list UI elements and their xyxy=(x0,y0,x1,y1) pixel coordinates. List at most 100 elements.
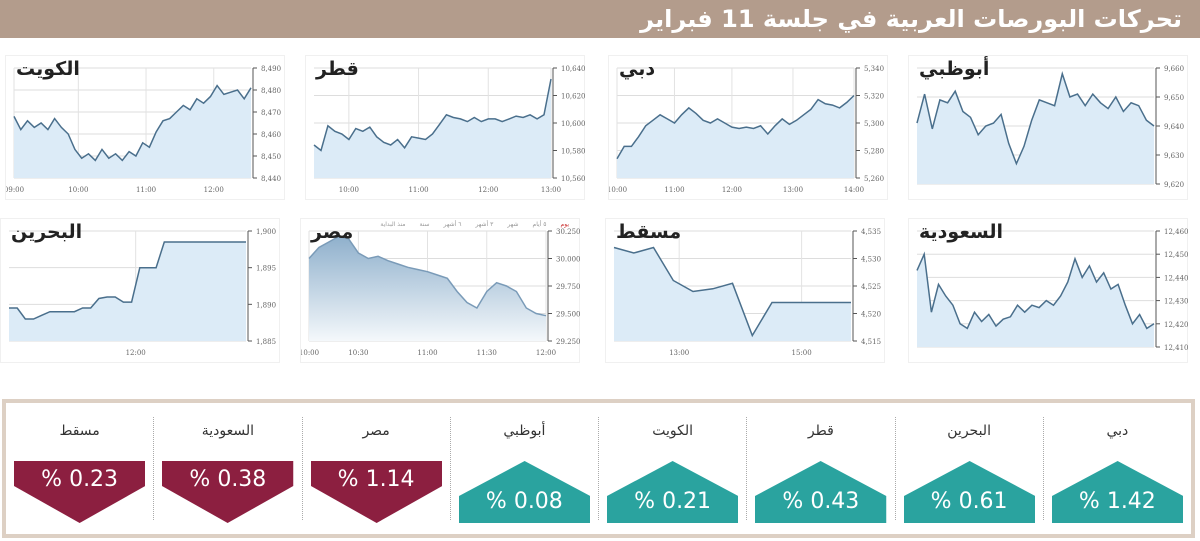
chart-svg: 8,440 8,450 8,460 8,470 8,480 8,490 09:00 10:00… xyxy=(6,65,281,194)
y-tick-label: 12,410 xyxy=(1164,344,1189,352)
x-tick-label: 11:30 xyxy=(477,349,497,357)
chart-title: البحرين xyxy=(11,221,83,243)
x-tick-label: 12:00 xyxy=(722,186,742,194)
tab-month[interactable]: شهر xyxy=(507,221,519,228)
area-fill xyxy=(917,254,1154,347)
chart-title: الكويت xyxy=(16,58,80,80)
tab-year[interactable]: سنة xyxy=(419,221,430,228)
chart-svg: 9,620 9,630 9,640 9,650 9,660 xyxy=(916,65,1184,189)
chart-svg: 5,260 5,280 5,300 5,320 5,340 10:00 11:00 12:00… xyxy=(609,65,884,194)
area-fill xyxy=(917,73,1154,184)
chart-title: قطر xyxy=(316,58,359,80)
series-line xyxy=(616,94,855,160)
y-tick-label: 10,580 xyxy=(561,148,586,156)
y-tick-label: 1,900 xyxy=(256,228,276,236)
chart-dubai: 5,260 5,280 5,300 5,320 5,340 10:00 11:00 12:00… xyxy=(608,55,888,200)
series-line xyxy=(13,84,252,162)
tab-5days[interactable]: ٥ أيام xyxy=(532,221,547,228)
chart-svg: 4,515 4,520 4,525 4,530 4,535 13:00 15:00 xyxy=(613,228,881,357)
x-tick-label: 13:00 xyxy=(669,349,689,357)
market-name: البحرين xyxy=(947,423,991,439)
change-percent: % 0.21 xyxy=(634,489,712,514)
y-tick-label: 10,560 xyxy=(561,175,586,183)
down-arrow-icon: % 0.38 xyxy=(162,461,294,523)
x-tick-label: 10:00 xyxy=(609,186,627,194)
series-line xyxy=(313,78,552,152)
x-tick-label: 11:00 xyxy=(417,349,437,357)
market-name: قطر xyxy=(807,423,834,439)
x-tick-label: 12:00 xyxy=(126,349,146,357)
change-cell: مسقط % 0.23 xyxy=(6,417,153,523)
up-arrow-icon: % 1.42 xyxy=(1051,461,1183,523)
y-tick-label: 8,460 xyxy=(261,131,281,139)
y-tick-label: 4,530 xyxy=(861,256,881,264)
y-tick-label: 5,340 xyxy=(864,65,884,73)
y-tick-label: 10,640 xyxy=(561,65,586,73)
x-tick-label: 10:00 xyxy=(339,186,359,194)
y-tick-label: 4,525 xyxy=(861,283,881,291)
y-tick-label: 9,650 xyxy=(1164,94,1184,102)
tab-3months[interactable]: ٣ أشهر xyxy=(475,221,494,228)
x-tick-label: 11:00 xyxy=(136,186,156,194)
x-tick-label: 11:00 xyxy=(408,186,428,194)
y-tick-label: 1,895 xyxy=(256,265,276,273)
x-tick-label: 10:00 xyxy=(301,349,319,357)
chart-title: أبوظبي xyxy=(919,58,990,80)
chart-egypt: يوم ٥ أيام شهر ٣ أشهر ٦ أشهر سنة منذ الب… xyxy=(300,218,581,363)
x-tick-label: 12:00 xyxy=(536,349,556,357)
tab-day[interactable]: يوم xyxy=(560,221,569,228)
y-tick-label: 4,515 xyxy=(861,338,881,346)
area-fill xyxy=(617,95,854,178)
y-tick-label: 12,450 xyxy=(1164,251,1189,259)
change-percent: % 0.43 xyxy=(782,489,860,514)
down-arrow-icon: % 1.14 xyxy=(310,461,442,523)
up-arrow-icon: % 0.61 xyxy=(903,461,1035,523)
change-cell: دبي % 1.42 xyxy=(1042,417,1191,523)
y-tick-label: 8,490 xyxy=(261,65,281,73)
tab-6months[interactable]: ٦ أشهر xyxy=(443,221,462,228)
change-cell: البحرين % 0.61 xyxy=(894,417,1043,523)
chart-title: مسقط xyxy=(616,221,682,243)
page-title: تحركات البورصات العربية في جلسة 11 فبراي… xyxy=(0,0,1200,38)
y-tick-label: 8,440 xyxy=(261,175,281,183)
y-tick-label: 5,300 xyxy=(864,120,884,128)
changes-panel: دبي % 1.42 البحرين % 0.61 قطر % 0.43 الكويت % 0… xyxy=(2,399,1195,538)
up-arrow-icon: % 0.21 xyxy=(607,461,739,523)
market-name: السعودية xyxy=(201,423,255,439)
x-tick-label: 09:00 xyxy=(6,186,24,194)
area-fill xyxy=(14,85,251,178)
change-cell: أبوظبي % 0.08 xyxy=(449,417,598,523)
chart-title: مصر xyxy=(311,221,354,243)
y-tick-label: 9,630 xyxy=(1164,152,1184,160)
series-line xyxy=(916,251,1155,330)
x-tick-label: 15:00 xyxy=(792,349,812,357)
y-tick-label: 10,600 xyxy=(561,120,586,128)
tab-since-start[interactable]: منذ البداية xyxy=(380,221,406,228)
y-tick-label: 30.250 xyxy=(556,228,581,236)
area-fill xyxy=(9,242,246,341)
change-percent: % 0.61 xyxy=(930,489,1008,514)
x-tick-label: 13:00 xyxy=(541,186,561,194)
y-tick-label: 9,660 xyxy=(1164,65,1184,73)
y-tick-label: 29.750 xyxy=(556,283,581,291)
y-tick-label: 5,320 xyxy=(864,93,884,101)
y-tick-label: 12,440 xyxy=(1164,274,1189,282)
y-tick-label: 12,430 xyxy=(1164,298,1189,306)
market-name: مسقط xyxy=(59,423,100,439)
chart-qatar: 10,560 10,580 10,600 10,620 10,640 10:00 11:00… xyxy=(305,55,586,200)
y-tick-label: 5,260 xyxy=(864,175,884,183)
y-tick-label: 4,535 xyxy=(861,228,881,236)
up-arrow-icon: % 0.43 xyxy=(755,461,887,523)
area-fill xyxy=(614,247,851,341)
x-tick-label: 11:00 xyxy=(664,186,684,194)
y-tick-label: 9,620 xyxy=(1164,181,1184,189)
x-tick-label: 14:00 xyxy=(844,186,864,194)
y-tick-label: 4,520 xyxy=(861,311,881,319)
y-tick-label: 9,640 xyxy=(1164,123,1184,131)
change-cell: مصر % 1.14 xyxy=(301,417,450,523)
chart-saudi: 12,410 12,420 12,430 12,440 12,450 12,460 السع… xyxy=(908,218,1189,363)
chart-bahrain: 1,885 1,890 1,895 1,900 12:00 البحرين xyxy=(0,218,280,363)
up-arrow-icon: % 0.08 xyxy=(458,461,590,523)
y-tick-label: 29.250 xyxy=(556,338,581,346)
series-line xyxy=(9,241,246,320)
